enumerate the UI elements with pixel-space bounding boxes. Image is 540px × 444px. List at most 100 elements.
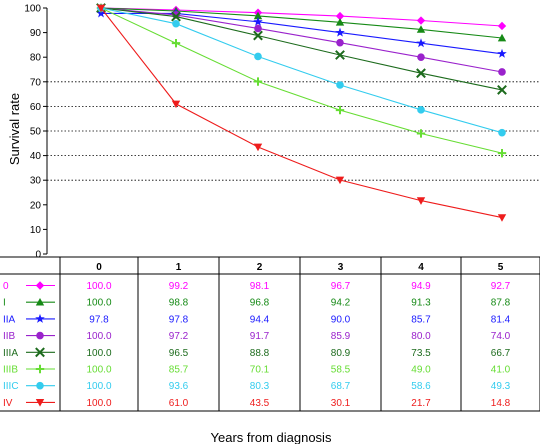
table-cell: 68.7 [331, 381, 351, 392]
series-iiib [96, 3, 507, 158]
x-marker [171, 11, 181, 22]
x-marker [253, 30, 263, 41]
plus-marker [171, 38, 181, 48]
x-marker [497, 85, 507, 95]
circle-marker [254, 52, 262, 61]
circle-marker [36, 381, 44, 390]
table-cell: 100.0 [86, 365, 111, 376]
table-cell: 96.7 [331, 281, 351, 292]
plus-marker [253, 77, 263, 86]
star-marker [35, 313, 45, 323]
axes: 0 10 20 30 40 50 60 70 80 90 100 [24, 4, 48, 261]
table-cell: 94.4 [250, 314, 270, 325]
triangle-down-marker [171, 100, 181, 109]
gridlines [47, 81, 540, 181]
table-cell: 99.2 [169, 281, 189, 292]
table-cell: 96.5 [169, 348, 189, 359]
star-marker [416, 38, 426, 48]
triangle-up-marker [253, 11, 263, 20]
series-line [100, 7, 503, 39]
table-cell: 80.3 [250, 381, 270, 392]
y-tick-label: 100 [24, 4, 41, 15]
circle-marker [336, 38, 344, 47]
triangle-down-marker [497, 214, 507, 222]
circle-marker [498, 128, 506, 137]
series-line [100, 7, 503, 134]
triangle-down-marker [35, 399, 45, 407]
table-cell: 98.8 [169, 298, 189, 309]
table-cell: 100.0 [86, 398, 111, 409]
series-iiic [97, 4, 506, 137]
table-header: 3 [338, 262, 344, 273]
table-cell: 30.1 [331, 398, 351, 409]
table-cell: 80.0 [411, 331, 431, 342]
circle-marker [498, 68, 506, 76]
star-marker [497, 48, 507, 58]
series-iv [96, 4, 507, 222]
star-marker [335, 27, 345, 37]
diamond-marker [497, 21, 507, 31]
table-cell: 96.8 [250, 298, 270, 309]
diamond-marker [335, 11, 345, 21]
table-header: 1 [176, 262, 182, 273]
y-tick-label: 70 [30, 77, 42, 88]
triangle-down-marker [253, 143, 263, 152]
series-line [100, 7, 503, 91]
y-tick-label: 90 [30, 28, 42, 39]
stage-label: IIIC [3, 381, 19, 392]
table-cell: 49.0 [411, 365, 431, 376]
x-axis-title: Years from diagnosis [211, 430, 332, 444]
plus-marker [497, 148, 507, 158]
series-0 [96, 3, 507, 31]
x-marker [416, 68, 426, 79]
table-cell: 100.0 [86, 381, 111, 392]
circle-marker [254, 24, 262, 33]
circle-marker [417, 106, 425, 114]
star-marker [253, 16, 263, 26]
table-cell: 74.0 [491, 331, 511, 342]
diamond-marker [416, 16, 426, 25]
table-cell: 85.7 [169, 365, 189, 376]
y-tick-label: 60 [30, 102, 42, 113]
stage-label: IIIB [3, 365, 18, 376]
table-cell: 43.5 [250, 398, 270, 409]
table-cell: 93.6 [169, 381, 189, 392]
table-cell: 98.1 [250, 281, 270, 292]
star-marker [96, 8, 106, 18]
triangle-up-marker [335, 18, 345, 26]
triangle-up-marker [497, 33, 507, 42]
table-cell: 87.8 [491, 298, 511, 309]
table-cell: 88.8 [250, 348, 270, 359]
table-cell: 94.2 [331, 298, 351, 309]
table-header: 2 [257, 262, 263, 273]
triangle-down-marker [416, 197, 426, 205]
circle-marker [417, 53, 425, 61]
table-cell: 61.0 [169, 398, 189, 409]
plus-marker [335, 105, 345, 115]
table-header: 5 [498, 262, 504, 273]
stage-label: IIB [3, 331, 16, 342]
circle-marker [36, 331, 44, 340]
series-line [100, 7, 503, 154]
y-tick-label: 0 [35, 250, 41, 261]
stage-label: IIIA [3, 348, 18, 359]
triangle-up-marker [35, 298, 45, 306]
table-cell: 100.0 [86, 331, 111, 342]
stage-label: 0 [3, 281, 9, 292]
stage-label: I [3, 298, 6, 309]
triangle-down-marker [335, 176, 345, 185]
data-table: 0 1 2 3 4 5 0 100.0 99.2 98.1 96.7 94.9 92.7 I 100.0 98… [0, 256, 540, 412]
y-tick-label: 30 [30, 176, 42, 187]
table-cell: 66.7 [491, 348, 511, 359]
table-cell: 100.0 [86, 281, 111, 292]
table-cell: 91.3 [411, 298, 431, 309]
table-cell: 73.5 [411, 348, 431, 359]
plus-marker [416, 129, 426, 138]
stage-label: IV [3, 398, 13, 409]
table-cell: 49.3 [491, 381, 511, 392]
diamond-marker [35, 281, 45, 290]
triangle-up-marker [416, 25, 426, 33]
y-tick-label: 20 [30, 200, 42, 211]
table-cell: 85.7 [411, 314, 431, 325]
